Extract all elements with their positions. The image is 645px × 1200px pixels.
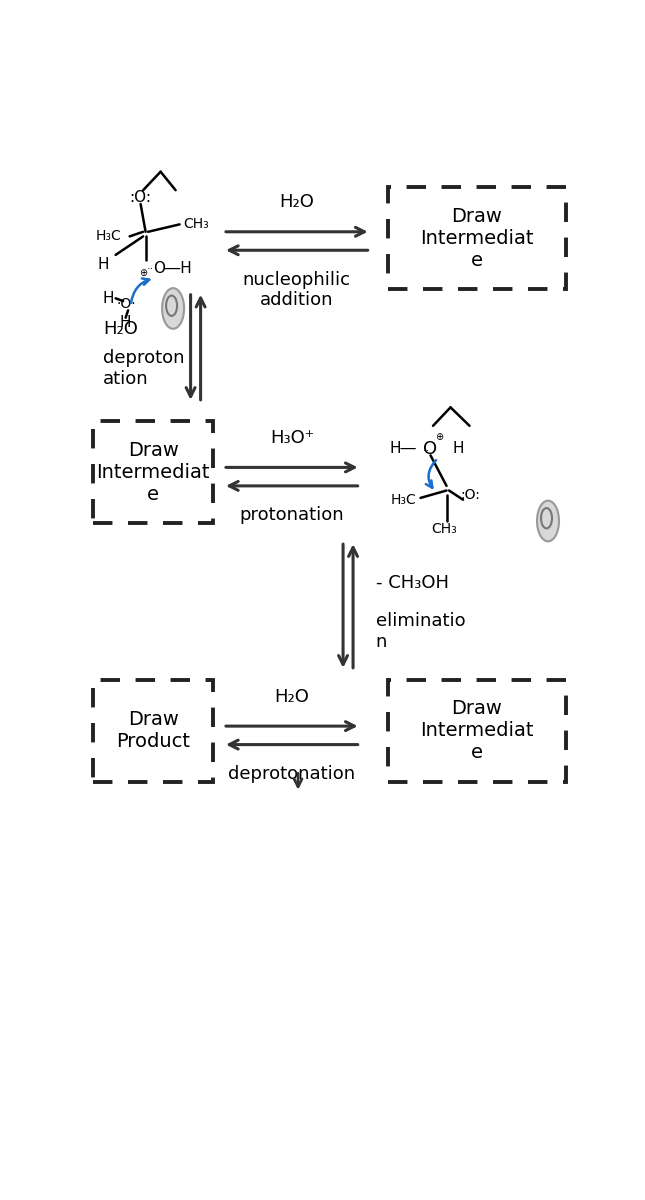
Text: deproton
ation: deproton ation [103, 349, 184, 388]
Text: eliminatio
n: eliminatio n [375, 612, 465, 652]
Text: H₃O⁺: H₃O⁺ [270, 430, 314, 448]
Text: CH₃: CH₃ [432, 522, 457, 536]
Text: O: O [154, 262, 166, 276]
Text: - CH₃OH: - CH₃OH [375, 574, 448, 592]
Text: ··: ·· [147, 264, 154, 274]
Text: H₂O: H₂O [279, 193, 314, 211]
Text: H₃C: H₃C [391, 493, 416, 506]
Text: Draw
Product: Draw Product [116, 710, 190, 751]
Text: Draw
Intermediat
e: Draw Intermediat e [420, 206, 533, 270]
Text: Draw
Intermediat
e: Draw Intermediat e [420, 700, 533, 762]
FancyBboxPatch shape [388, 187, 566, 289]
Circle shape [537, 500, 559, 541]
Text: H₂O: H₂O [274, 688, 309, 706]
Text: H: H [120, 314, 132, 330]
Text: ⊕: ⊕ [139, 269, 147, 278]
Circle shape [162, 288, 184, 329]
Text: ―H: ―H [164, 262, 192, 276]
Text: CH₃: CH₃ [183, 217, 209, 232]
Text: H₃C: H₃C [95, 229, 121, 244]
FancyBboxPatch shape [93, 421, 213, 523]
Text: nucleophilic
addition: nucleophilic addition [243, 270, 351, 310]
Text: H: H [452, 442, 464, 456]
Text: O: O [424, 440, 437, 458]
Text: ··: ·· [423, 446, 430, 456]
Text: H: H [97, 257, 109, 271]
FancyBboxPatch shape [93, 680, 213, 781]
Text: protonation: protonation [239, 506, 344, 524]
Text: H₂O: H₂O [103, 319, 138, 337]
FancyBboxPatch shape [388, 680, 566, 781]
Text: H―: H― [390, 442, 417, 456]
Text: H: H [103, 290, 114, 306]
Text: deprotonation: deprotonation [228, 764, 355, 782]
Text: ·O·: ·O· [117, 296, 137, 311]
Text: :O:: :O: [461, 488, 481, 502]
Text: ⊕: ⊕ [435, 432, 444, 442]
Text: :O:: :O: [130, 190, 152, 205]
Text: Draw
Intermediat
e: Draw Intermediat e [96, 440, 210, 504]
